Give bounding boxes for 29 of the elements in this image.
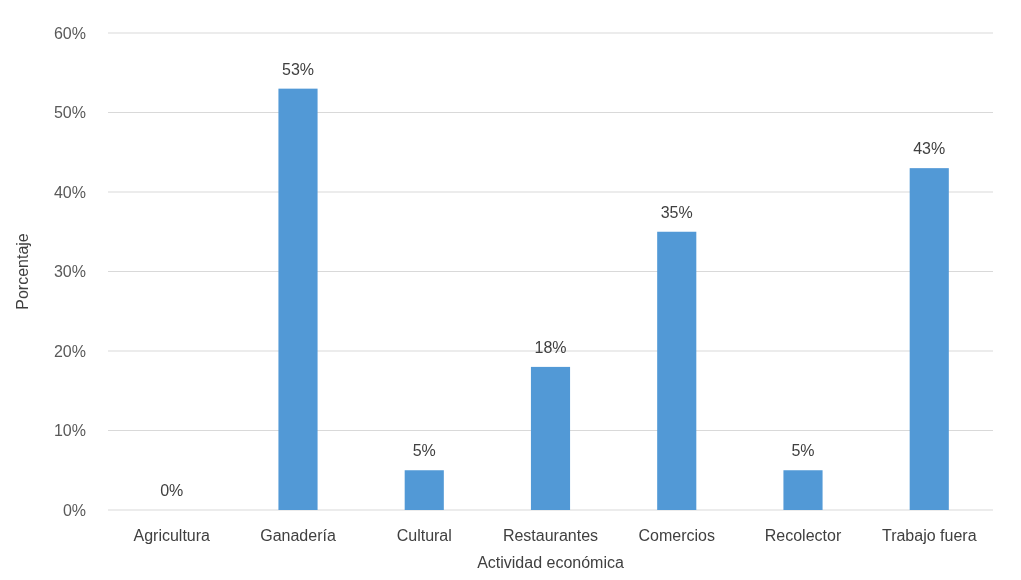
y-tick-label: 0% [62,501,86,519]
bar [404,470,444,510]
bar [783,470,823,510]
y-axis-title: Porcentaje [14,233,31,310]
data-label: 43% [913,140,946,158]
bar [657,231,697,510]
x-tick-label: Restaurantes [502,526,599,544]
y-tick-label: 10% [53,422,86,440]
data-label: 53% [281,60,315,78]
data-label: 35% [660,203,693,221]
data-label: 18% [534,338,567,356]
bar [530,366,571,510]
y-tick-label: 30% [53,263,86,281]
bar [909,168,949,510]
x-tick-label: Comercios [638,526,715,544]
data-label: 5% [791,442,815,460]
y-tick-label: 60% [53,24,86,42]
data-label: 5% [412,442,436,460]
y-tick-label: 50% [53,104,86,122]
x-tick-label: Recolector [764,526,842,544]
x-tick-label: Ganadería [260,526,336,544]
x-tick-label: Cultural [396,526,452,544]
y-tick-label: 40% [53,183,86,201]
x-tick-label: Agricultura [133,526,211,544]
x-axis-title: Actividad económica [477,554,624,571]
y-tick-label: 20% [53,342,86,360]
x-tick-label: Trabajo fuera [881,526,977,544]
bar [278,88,318,510]
data-label: 0% [160,482,184,499]
